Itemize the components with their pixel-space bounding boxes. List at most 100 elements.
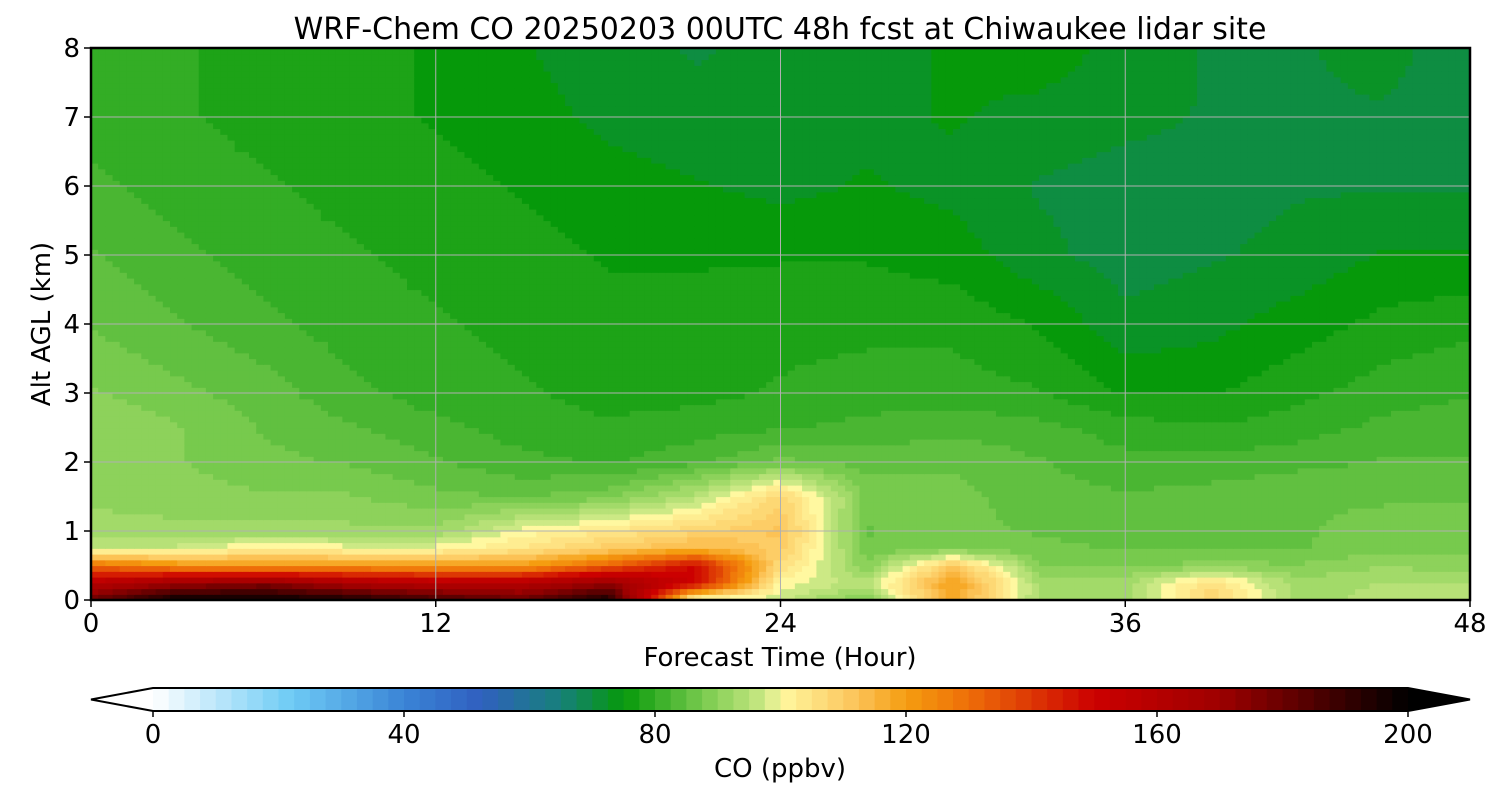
- contour-cell: [809, 588, 818, 595]
- contour-cell: [1103, 496, 1112, 503]
- contour-cell: [1297, 496, 1306, 503]
- contour-cell: [902, 582, 911, 590]
- contour-cell: [1355, 536, 1363, 544]
- contour-cell: [514, 473, 523, 480]
- contour-cell: [148, 542, 157, 549]
- contour-cell: [1297, 582, 1306, 590]
- contour-cell: [1046, 490, 1055, 498]
- contour-cell: [428, 588, 437, 595]
- contour-cell: [586, 485, 595, 492]
- contour-cell: [1398, 462, 1406, 469]
- contour-cell: [521, 531, 530, 538]
- contour-cell: [1376, 588, 1385, 595]
- contour-cell: [995, 473, 1004, 480]
- contour-cell: [1355, 594, 1363, 600]
- contour-cell: [873, 536, 882, 544]
- contour-cell: [1039, 508, 1047, 515]
- contour-cell: [356, 525, 365, 532]
- contour-cell: [249, 479, 257, 486]
- contour-cell: [1333, 513, 1342, 521]
- contour-cell: [766, 490, 774, 498]
- contour-cell: [342, 582, 351, 590]
- contour-cell: [845, 513, 853, 521]
- contour-cell: [1096, 548, 1105, 555]
- contour-cell: [1240, 594, 1248, 600]
- contour-cell: [1211, 554, 1220, 561]
- contour-cell: [579, 490, 588, 498]
- contour-cell: [1283, 490, 1292, 498]
- contour-cell: [751, 456, 760, 463]
- contour-cell: [737, 473, 746, 480]
- contour-cell: [1462, 571, 1470, 578]
- contour-cell: [263, 582, 272, 590]
- contour-cell: [328, 548, 336, 555]
- contour-cell: [1053, 490, 1062, 498]
- contour-cell: [536, 462, 545, 469]
- contour-cell: [543, 571, 552, 578]
- contour-cell: [730, 577, 738, 584]
- contour-cell: [1232, 502, 1241, 509]
- contour-cell: [1462, 519, 1470, 526]
- contour-cell: [952, 490, 961, 498]
- contour-cell: [1247, 496, 1256, 503]
- contour-cell: [1074, 531, 1083, 538]
- contour-cell: [105, 548, 114, 555]
- contour-cell: [98, 594, 106, 600]
- contour-cell: [399, 542, 408, 549]
- contour-cell: [629, 542, 638, 549]
- contour-cell: [651, 525, 659, 532]
- contour-cell: [579, 582, 588, 590]
- contour-cell: [1347, 519, 1356, 526]
- contour-cell: [407, 462, 415, 469]
- contour-cell: [1175, 456, 1184, 463]
- contour-cell: [565, 479, 573, 486]
- contour-cell: [1017, 456, 1026, 463]
- contour-cell: [1383, 450, 1392, 457]
- contour-cell: [1376, 582, 1385, 590]
- contour-cell: [924, 508, 932, 515]
- contour-cell: [1118, 588, 1126, 595]
- contour-cell: [1161, 588, 1169, 595]
- contour-cell: [464, 536, 473, 544]
- contour-cell: [134, 519, 142, 526]
- contour-cell: [1290, 594, 1299, 600]
- contour-cell: [1297, 536, 1306, 544]
- contour-cell: [579, 577, 588, 584]
- contour-cell: [615, 565, 624, 572]
- contour-cell: [909, 513, 918, 521]
- contour-cell: [665, 496, 674, 503]
- contour-cell: [1067, 462, 1076, 469]
- contour-cell: [205, 490, 214, 498]
- contour-cell: [802, 479, 810, 486]
- contour-cell: [1211, 531, 1220, 538]
- contour-cell: [852, 473, 861, 480]
- contour-cell: [1304, 531, 1313, 538]
- contour-cell: [1319, 519, 1327, 526]
- contour-cell: [579, 502, 588, 509]
- contour-cell: [766, 531, 774, 538]
- contour-cell: [593, 496, 602, 503]
- contour-cell: [802, 502, 810, 509]
- contour-cell: [306, 508, 315, 515]
- contour-cell: [1003, 559, 1011, 567]
- contour-cell: [134, 582, 142, 590]
- contour-cell: [586, 473, 595, 480]
- contour-cell: [1419, 485, 1428, 492]
- contour-cell: [1311, 548, 1320, 555]
- contour-cell: [952, 450, 961, 457]
- contour-cell: [263, 508, 272, 515]
- contour-cell: [1304, 467, 1313, 475]
- contour-cell: [141, 519, 150, 526]
- contour-cell: [399, 548, 408, 555]
- contour-cell: [378, 554, 387, 561]
- contour-cell: [1010, 525, 1019, 532]
- contour-cell: [665, 467, 674, 475]
- contour-cell: [952, 467, 961, 475]
- contour-cell: [1462, 525, 1470, 532]
- contour-cell: [995, 490, 1004, 498]
- contour-cell: [557, 559, 566, 567]
- contour-cell: [672, 554, 681, 561]
- contour-cell: [414, 577, 422, 584]
- contour-cell: [1326, 588, 1335, 595]
- contour-cell: [1218, 588, 1227, 595]
